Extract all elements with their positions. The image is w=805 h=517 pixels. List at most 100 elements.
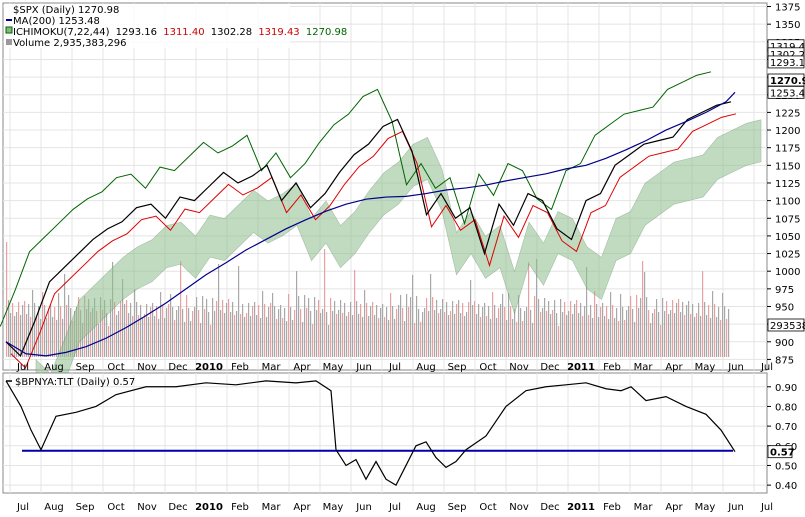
volume-bar [572, 314, 574, 357]
price-y-tick-label: 900 [775, 338, 794, 349]
price-tag-label: 1302.2 [770, 50, 805, 61]
volume-bar [428, 311, 430, 357]
legend-ichimoku-v4: 1319.43 [258, 27, 299, 38]
volume-bar [718, 307, 720, 357]
volume-bar [612, 305, 614, 357]
volume-bar [242, 304, 244, 357]
volume-bar [356, 301, 358, 357]
volume-bar [174, 320, 176, 357]
volume-bar [292, 320, 294, 357]
volume-bar [82, 323, 84, 357]
volume-bar [578, 313, 580, 357]
volume-bar [260, 318, 262, 357]
volume-bar [370, 306, 372, 357]
volume-bar [488, 306, 490, 357]
volume-bar [534, 296, 536, 357]
price-x-tick-label: Jun [727, 362, 744, 373]
volume-bar [720, 320, 722, 357]
volume-bar [286, 321, 288, 357]
volume-bar [466, 312, 468, 357]
volume-bar [454, 314, 456, 357]
volume-bar [504, 307, 506, 357]
volume-bar [310, 311, 312, 357]
ratio-pane-frame [2, 372, 768, 494]
volume-bar [676, 303, 678, 357]
volume-bar [364, 290, 366, 357]
ratio-x-tick-label: Jul [388, 502, 401, 513]
volume-bar [198, 310, 200, 357]
volume-bar [398, 305, 400, 357]
ratio-lines [5, 380, 736, 486]
legend-title: $SPX (Daily) 1270.98 [13, 5, 119, 16]
price-tag-label: 1253.4 [770, 88, 805, 99]
volume-bar [216, 301, 218, 357]
volume-bar [380, 308, 382, 357]
volume-bar [698, 303, 700, 357]
volume-bar [464, 316, 466, 357]
volume-bar [550, 314, 552, 357]
price-x-tick-label: Mar [262, 362, 282, 373]
ichimoku-cloud [35, 119, 762, 417]
ratio-grid [3, 373, 767, 493]
volume-bar [54, 307, 56, 357]
price-lines [0, 71, 737, 369]
volume-bar [396, 309, 398, 357]
volume-bar [456, 304, 458, 357]
volume-bar [296, 271, 298, 357]
volume-bar [350, 302, 352, 357]
volume-tag-box [767, 318, 805, 332]
volume-bar [544, 298, 546, 357]
volume-bar [652, 313, 654, 357]
volume-bar [234, 315, 236, 357]
volume-bar [258, 305, 260, 357]
volume-bar [646, 297, 648, 357]
volume-bar [56, 320, 58, 357]
price-y-tick-label: 1125 [775, 179, 800, 190]
volume-bar [308, 298, 310, 357]
volume-bar [406, 294, 408, 357]
volume-bar [654, 309, 656, 357]
volume-bar [462, 303, 464, 357]
ratio-x-tick-label: Oct [107, 502, 124, 513]
volume-bar [438, 313, 440, 357]
volume-bar [306, 308, 308, 357]
volume-bar [232, 302, 234, 357]
volume-bar [20, 315, 22, 357]
volume-bar [100, 297, 102, 357]
volume-bar [352, 315, 354, 357]
volume-bar [34, 303, 36, 357]
volume-bar [468, 302, 470, 357]
volume-bar [36, 316, 38, 357]
volume-bar [158, 319, 160, 357]
volume-bar [96, 311, 98, 357]
price-x-tick-label: Jul [760, 362, 773, 373]
volume-bar [568, 311, 570, 357]
volume-bar [554, 300, 556, 357]
volume-bar [24, 301, 26, 357]
price-y-tick-label: 1100 [775, 197, 800, 208]
volume-bar [614, 318, 616, 357]
legend-volume-swatch [6, 39, 12, 45]
volume-bar [422, 312, 424, 357]
spx-price-line [5, 101, 732, 357]
volume-bar [162, 305, 164, 357]
volume-bar [672, 300, 674, 357]
volume-bar [408, 307, 410, 357]
volume-bar [214, 311, 216, 357]
volume-bar [316, 310, 318, 357]
volume-bar [670, 310, 672, 357]
volume-bar [22, 305, 24, 357]
ratio-tags: 0.57 [767, 445, 795, 459]
volume-bar [658, 312, 660, 357]
volume-bar [212, 298, 214, 357]
volume-bar [244, 317, 246, 357]
price-y-tick-label: 1350 [775, 20, 800, 31]
volume-bar [556, 313, 558, 357]
volume-bar [382, 304, 384, 357]
volume-bar [662, 298, 664, 357]
price-x-tick-label: Oct [107, 362, 124, 373]
volume-bar [220, 310, 222, 357]
price-tag-label: 1270.9 [770, 76, 805, 87]
volume-bars [6, 242, 730, 357]
